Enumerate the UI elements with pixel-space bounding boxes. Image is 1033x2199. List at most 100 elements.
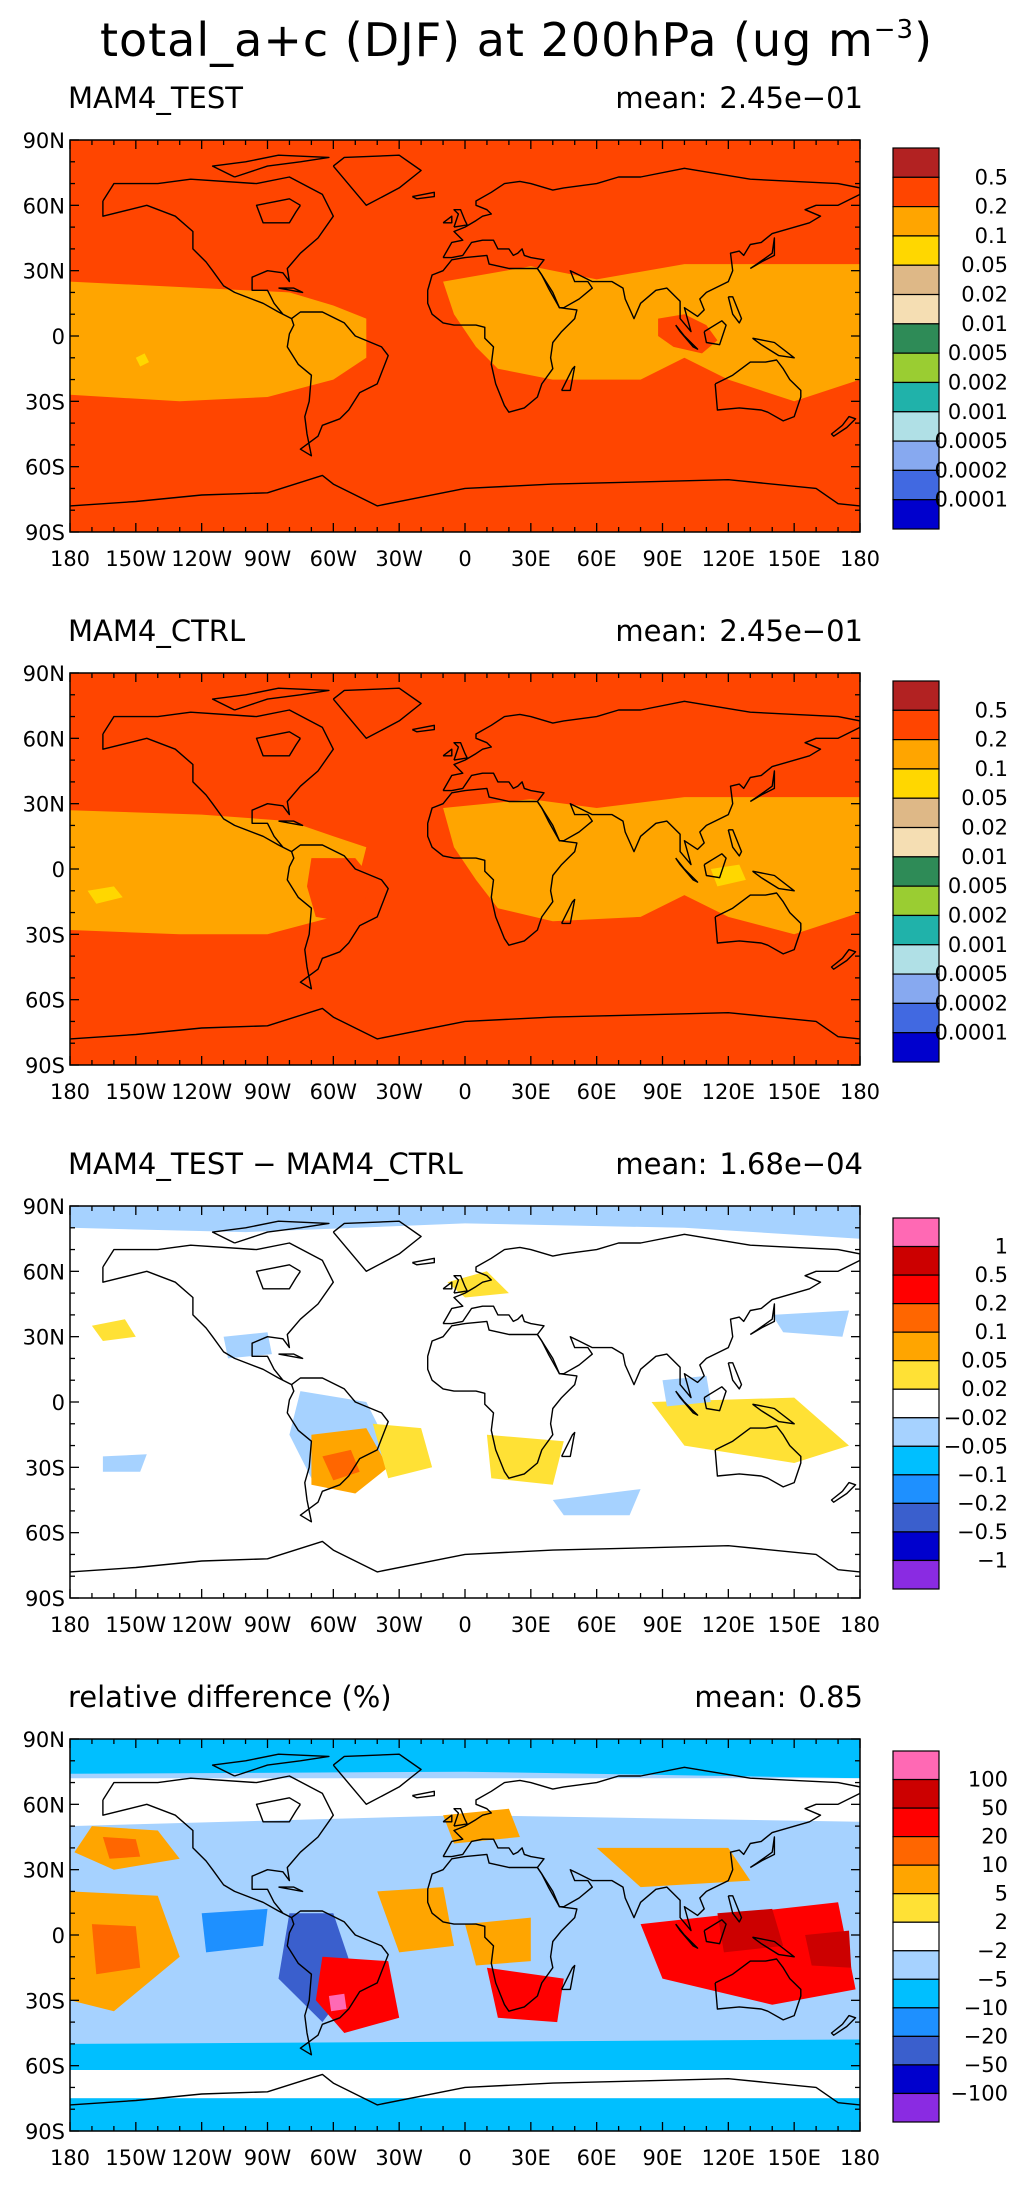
colorbar-swatch [892,1978,940,2009]
field-regions [70,797,860,935]
colorbar-label: −100 [950,2081,1008,2105]
field-region [102,1454,147,1472]
coastline [703,1386,727,1412]
colorbar-swatch [892,768,940,799]
y-tick-label: 30S [25,1989,65,2013]
axis-ticks [69,672,861,1066]
map-plot: 180 150W 120W 90W 60W 30W 0 30E 60E 90E 120E 150E 18… [23,1195,1008,1637]
coastline [830,948,857,970]
field-region [662,1375,711,1407]
x-tick-label: 30W [375,1080,423,1104]
y-tick-label: 90N [23,1728,65,1752]
coastline [727,1895,743,1923]
coastline [332,1220,422,1272]
x-tick-label: 60W [310,1080,358,1104]
colorbar-swatch [892,206,940,237]
x-tick-label: 150E [767,2146,820,2170]
coastline [714,892,802,955]
x-tick-label: 180 [840,1613,880,1637]
colorbar-label: −1 [977,1548,1008,1572]
x-tick-label: 90W [244,547,292,571]
colorbar-label: −0.1 [957,1463,1008,1487]
coastline [749,770,776,803]
field-region [443,797,860,935]
coastline [332,154,422,206]
panel-title: MAM4_TEST − MAM4_CTRL [68,1147,463,1181]
coastline [278,820,304,827]
axis-ticks [69,139,861,533]
coastline [453,1808,468,1827]
field-region [443,264,860,402]
x-tick-label: 0 [458,1080,471,1104]
field-region [70,1739,860,1779]
colorbar-label: 0.0005 [935,962,1008,986]
field-region [91,1924,141,1975]
colorbar-swatch [892,1274,940,1305]
colorbar-label: 0.001 [948,400,1008,424]
mean-label: mean: [615,614,708,648]
field-region [772,1310,849,1337]
colorbar-swatch [892,709,940,741]
x-tick-label: 90W [244,2146,292,2170]
colorbar-label: 0.0001 [935,1021,1008,1045]
colorbar-label: −5 [977,1967,1008,1991]
y-tick-label: 30N [23,1326,65,1350]
coastline [675,324,699,350]
axis-ticks [69,1738,861,2132]
coastline [427,787,578,946]
y-tick-label: 60N [23,194,65,218]
colorbar-swatch [892,1245,940,1276]
mean-label: mean: [615,81,708,115]
mean-value: 2.45e−01 [719,81,863,115]
x-tick-label: 150E [767,547,820,571]
coastline [411,724,435,733]
coastline [727,1362,743,1390]
coastline [714,359,802,422]
field-region [710,864,746,887]
colorbar-swatch [892,293,940,325]
coastline [752,870,795,892]
y-tick-label: 90S [25,521,65,545]
coastlines [70,687,860,1040]
map-plot: 180 150W 120W 90W 60W 30W 0 30E 60E 90E 120E 150E 18… [23,662,1008,1104]
x-tick-label: 120E [702,547,755,571]
colorbar-label: 50 [981,1796,1008,1820]
x-tick-label: 0 [458,1613,471,1637]
x-tick-label: 0 [458,2146,471,2170]
x-tick-label: 150E [767,1613,820,1637]
y-tick-label: 0 [52,858,65,882]
colorbar-label: 0.005 [948,341,1008,365]
y-tick-label: 30N [23,260,65,284]
coastline [411,191,435,200]
coastlines [70,1753,860,2106]
coastline [427,1320,578,1479]
coastline [749,237,776,270]
x-tick-label: 180 [840,1080,880,1104]
colorbar-swatch [892,973,940,1004]
mean-value: 0.85 [798,1680,863,1714]
x-tick-label: 60W [310,2146,358,2170]
colorbar-label: −0.2 [957,1491,1008,1515]
colorbar-label: 0.0002 [935,458,1008,482]
coastline [70,1540,860,1573]
x-tick-label: 60E [577,547,617,571]
colorbar-label: 0.1 [975,1320,1008,1344]
x-tick-label: 30E [511,1080,551,1104]
field-region [328,1993,347,2012]
field-region [486,1434,564,1485]
y-tick-label: 90N [23,662,65,686]
panel-mam4-ctrl: MAM4_CTRL mean: 2.45e−01 180 150W 120W 90W 60… [0,613,1033,1133]
field-region [307,858,373,924]
coastline [442,748,453,757]
field-region [70,1778,860,1827]
x-tick-label: 30E [511,547,551,571]
x-tick-label: 150E [767,1080,820,1104]
x-tick-label: 30W [375,1613,423,1637]
colorbar: 0.5 0.2 0.1 0.05 0.02 0.01 0.005 0.002 0.001 0.00… [892,680,1008,1063]
coastline [211,687,330,711]
x-tick-label: 120W [171,1613,232,1637]
y-tick-label: 90S [25,2120,65,2144]
field-region [135,353,149,367]
mean-label: mean: [694,1680,787,1714]
panel-mean: mean: 2.45e−01 [603,80,863,116]
